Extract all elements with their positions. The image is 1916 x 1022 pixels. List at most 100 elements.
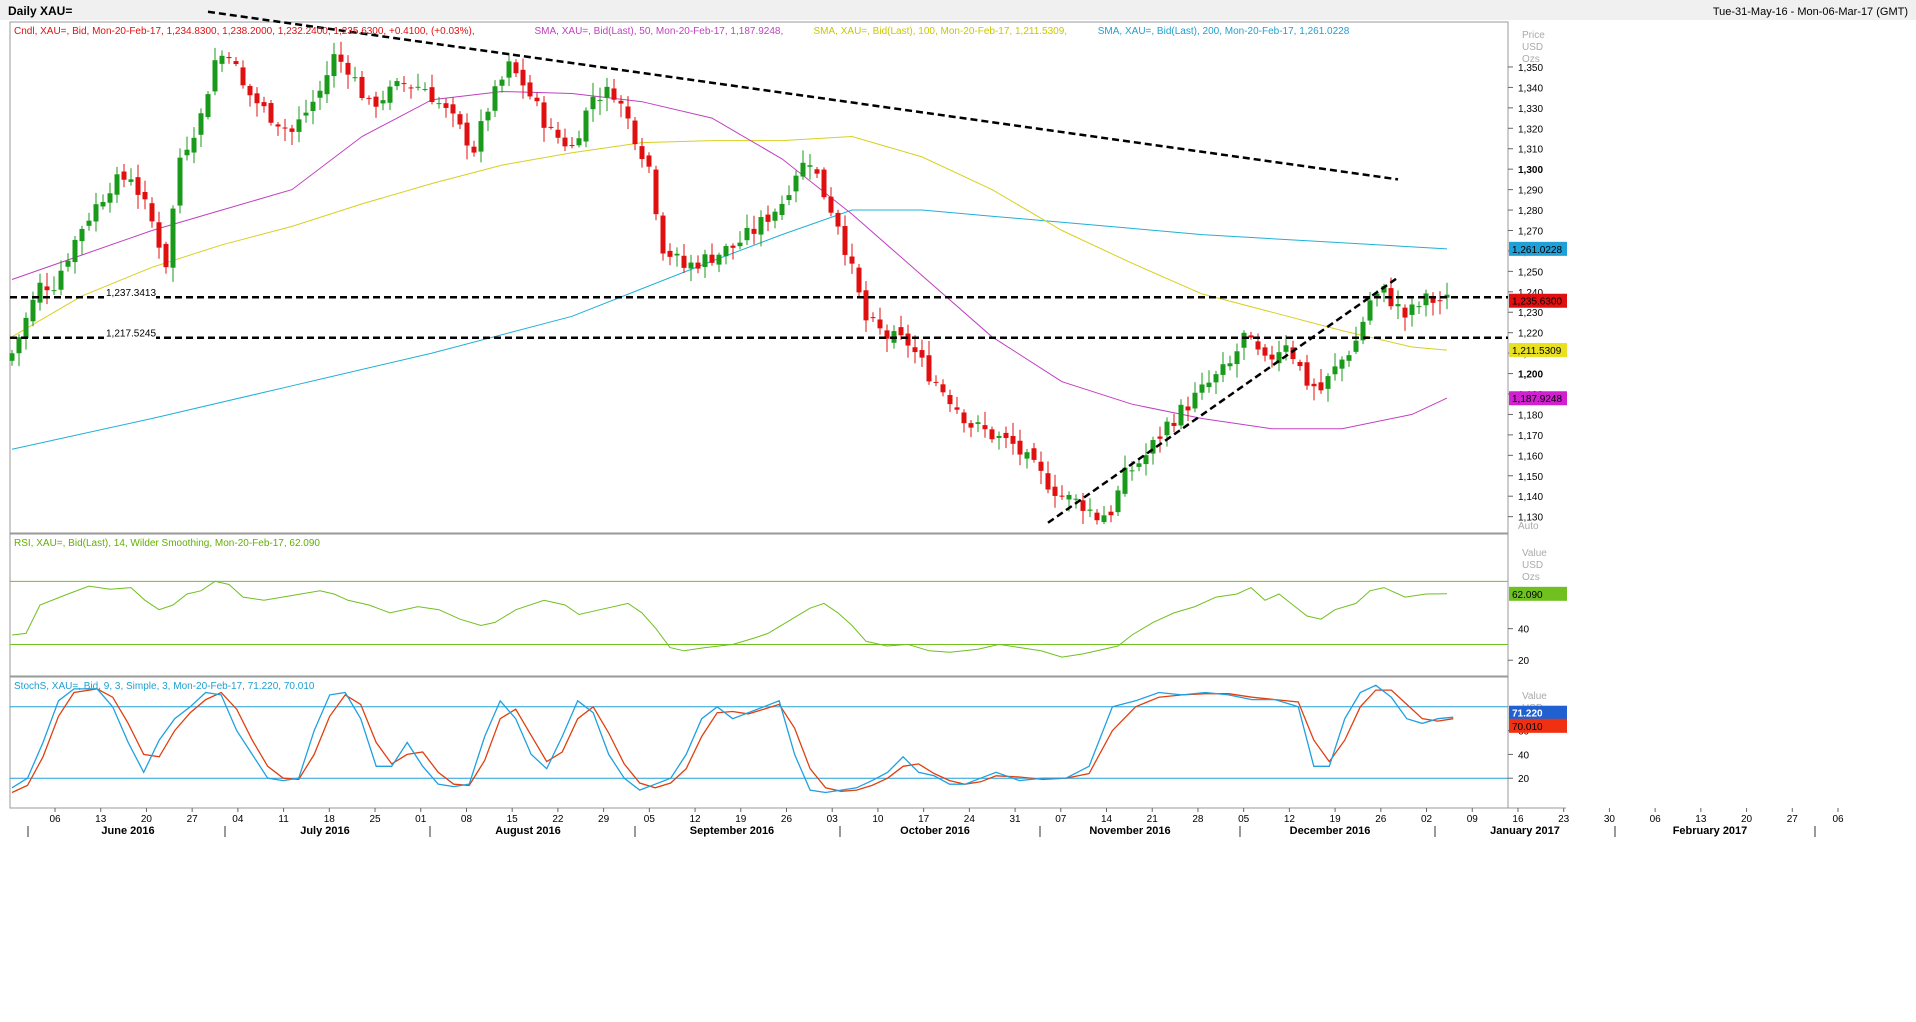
candle	[394, 77, 400, 91]
candle-body	[1234, 351, 1240, 365]
candle	[849, 243, 855, 274]
candle	[114, 166, 120, 203]
price-legend: Cndl, XAU=, Bid, Mon-20-Feb-17, 1,234.83…	[14, 26, 1350, 37]
price-tick-label: 1,250	[1518, 267, 1543, 278]
candle-body	[1409, 304, 1415, 315]
candle	[968, 420, 974, 438]
rsi-axis-header: Value	[1522, 548, 1547, 559]
candle-body	[1255, 341, 1261, 350]
candle	[800, 150, 806, 180]
candle-body	[989, 429, 995, 440]
candle	[1108, 505, 1114, 523]
trendlines	[207, 10, 1399, 524]
candle	[1164, 417, 1170, 447]
candle	[1332, 353, 1338, 381]
candle-body	[1094, 512, 1100, 521]
rsi-panel[interactable]: RSI, XAU=, Bid(Last), 14, Wilder Smoothi…	[10, 538, 1567, 667]
date-tick-label: 27	[187, 814, 199, 825]
candle-body	[254, 93, 260, 104]
candle	[86, 212, 92, 231]
candle	[506, 52, 512, 87]
candle-body	[548, 126, 554, 128]
candle-body	[737, 242, 743, 247]
candle-body	[877, 319, 883, 329]
candle-body	[1115, 490, 1121, 513]
month-label: January 2017	[1490, 825, 1560, 837]
candle	[975, 415, 981, 433]
candle	[1192, 382, 1198, 413]
candle-body	[569, 145, 575, 147]
candle-body	[380, 100, 386, 104]
candle	[1157, 426, 1163, 453]
candle-body	[359, 76, 365, 99]
candle	[156, 211, 162, 259]
candles[interactable]	[9, 41, 1450, 525]
candle-body	[324, 75, 330, 95]
candle-body	[583, 110, 589, 142]
candle-body	[513, 62, 519, 74]
candle-body	[940, 384, 946, 393]
window-title: Daily XAU=	[8, 4, 72, 18]
stoch-panel[interactable]: StochS, XAU=, Bid, 9, 3, Simple, 3, Mon-…	[10, 681, 1567, 794]
candle-body	[289, 128, 295, 132]
candle	[940, 379, 946, 397]
candle-body	[653, 169, 659, 215]
candle-body	[464, 122, 470, 146]
candle-body	[1213, 374, 1219, 383]
candle	[863, 281, 869, 332]
rsi-axis-header: Ozs	[1522, 572, 1540, 583]
candle-body	[695, 262, 701, 269]
price-panel[interactable]: 1,237.3413 1,217.5245 Cndl, XAU=, Bid, Mo…	[9, 10, 1568, 532]
candle	[954, 396, 960, 414]
candle-body	[191, 137, 197, 153]
candle-body	[856, 267, 862, 293]
candle	[282, 118, 288, 141]
candle-body	[926, 355, 932, 382]
candle-body	[394, 81, 400, 87]
candle-body	[107, 193, 113, 203]
candle-body	[1304, 362, 1310, 386]
candle	[317, 80, 323, 110]
month-label: October 2016	[900, 825, 970, 837]
candle	[1353, 326, 1359, 354]
candle	[1339, 356, 1345, 382]
candle	[1143, 443, 1149, 476]
candle	[331, 42, 337, 88]
candle-body	[226, 57, 232, 59]
candle-body	[898, 327, 904, 336]
candle	[779, 195, 785, 221]
candle-body	[541, 102, 547, 128]
date-tick-label: 20	[141, 814, 153, 825]
date-tick-label: 29	[598, 814, 610, 825]
candle-body	[835, 212, 841, 227]
value-flag	[1509, 391, 1567, 406]
candle	[233, 57, 239, 67]
candle-body	[79, 228, 85, 242]
date-tick-label: 14	[1101, 814, 1113, 825]
candle	[184, 136, 190, 161]
candle-body	[674, 253, 680, 256]
candle-body	[688, 262, 694, 269]
date-tick-label: 06	[49, 814, 61, 825]
price-tick-label: 1,350	[1518, 63, 1543, 74]
stoch-content: StochS, XAU=, Bid, 9, 3, Simple, 3, Mon-…	[10, 681, 1567, 794]
candle-body	[1283, 345, 1289, 352]
candle	[919, 339, 925, 367]
candle	[639, 137, 645, 168]
candle	[982, 411, 988, 438]
candle-body	[30, 299, 36, 322]
date-tick-label: 05	[1238, 814, 1250, 825]
candle-body	[240, 67, 246, 86]
candle	[485, 108, 491, 132]
candle	[618, 95, 624, 118]
candle-body	[1276, 352, 1282, 364]
candle-body	[177, 157, 183, 206]
candle	[415, 73, 421, 91]
candle	[1087, 498, 1093, 518]
candle-body	[681, 255, 687, 268]
price-axis-header: Ozs	[1522, 54, 1540, 65]
rsi-tick-label: 20	[1518, 656, 1530, 667]
candle-body	[1262, 347, 1268, 356]
candle-body	[282, 127, 288, 129]
candle-body	[198, 113, 204, 135]
